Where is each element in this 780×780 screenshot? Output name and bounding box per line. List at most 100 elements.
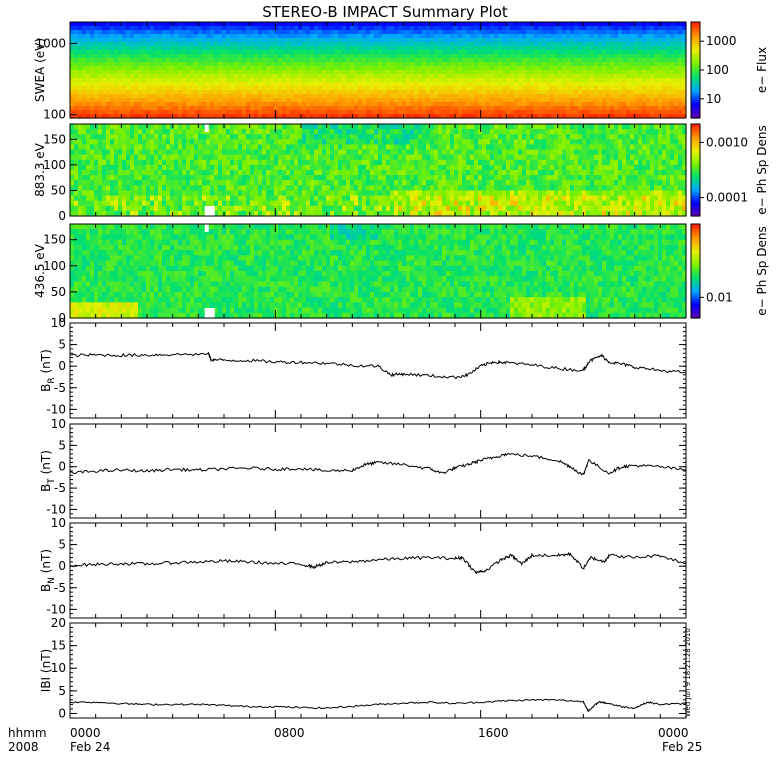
spectrogram-cell bbox=[354, 50, 359, 55]
spectrogram-cell bbox=[294, 180, 299, 186]
spectrogram-cell bbox=[570, 102, 575, 107]
spectrogram-cell bbox=[442, 38, 447, 43]
spectrogram-cell bbox=[238, 66, 243, 71]
spectrogram-cell bbox=[366, 58, 371, 63]
spectrogram-cell bbox=[306, 110, 311, 115]
spectrogram-cell bbox=[502, 50, 507, 55]
spectrogram-cell bbox=[422, 38, 427, 43]
colorbar-label: e− Flux bbox=[755, 47, 769, 93]
spectrogram-cell bbox=[174, 78, 179, 83]
spectrogram-cell bbox=[522, 102, 527, 107]
spectrogram-cell bbox=[346, 114, 351, 119]
spectrogram-cell bbox=[586, 74, 591, 79]
spectrogram-cell bbox=[138, 110, 143, 115]
spectrogram-cell bbox=[370, 114, 375, 119]
spectrogram-cell bbox=[138, 66, 143, 71]
spectrogram-cell bbox=[478, 82, 483, 87]
spectrogram-cell bbox=[114, 205, 119, 212]
spectrogram-cell bbox=[554, 86, 559, 91]
spectrogram-cell bbox=[310, 90, 315, 95]
spectrogram-cell bbox=[486, 106, 491, 111]
spectrogram-cell bbox=[278, 175, 283, 181]
spectrogram-cell bbox=[150, 54, 155, 59]
spectrogram-cell bbox=[122, 124, 127, 130]
spectrogram-cell bbox=[202, 38, 207, 43]
spectrogram-cell bbox=[174, 190, 179, 197]
spectrogram-cell bbox=[418, 62, 423, 67]
spectrogram-cell bbox=[494, 58, 499, 63]
spectrogram-cell bbox=[626, 54, 631, 59]
spectrogram-cell bbox=[386, 78, 391, 83]
spectrogram-cell bbox=[286, 190, 291, 197]
spectrogram-cell bbox=[394, 38, 399, 43]
spectrogram-cell bbox=[158, 129, 163, 135]
spectrogram-cell bbox=[158, 82, 163, 87]
spectrogram-cell bbox=[246, 106, 251, 111]
spectrogram-cell bbox=[558, 74, 563, 79]
spectrogram-cell bbox=[106, 42, 111, 47]
spectrogram-cell bbox=[82, 90, 87, 95]
spectrogram-cell bbox=[258, 190, 263, 197]
spectrogram-cell bbox=[294, 200, 299, 207]
spectrogram-cell bbox=[74, 58, 79, 63]
spectrogram-cell bbox=[678, 22, 683, 27]
spectrogram-cell bbox=[566, 66, 571, 71]
spectrogram-cell bbox=[310, 102, 315, 107]
colorbar-segment bbox=[691, 84, 700, 88]
spectrogram-cell bbox=[198, 42, 203, 47]
spectrogram-cell bbox=[306, 102, 311, 107]
spectrogram-cell bbox=[370, 62, 375, 67]
spectrogram-cell bbox=[338, 42, 343, 47]
spectrogram-cell bbox=[134, 110, 139, 115]
spectrogram-cell bbox=[658, 34, 663, 39]
spectrogram-cell bbox=[194, 114, 199, 119]
spectrogram-cell bbox=[158, 102, 163, 107]
spectrogram-cell bbox=[578, 94, 583, 99]
spectrogram-cell bbox=[586, 66, 591, 71]
spectrogram-cell bbox=[130, 34, 135, 39]
spectrogram-cell bbox=[442, 86, 447, 91]
spectrogram-cell bbox=[614, 46, 619, 51]
spectrogram-cell bbox=[602, 34, 607, 39]
spectrogram-cell bbox=[166, 34, 171, 39]
spectrogram-cell bbox=[118, 98, 123, 103]
spectrogram-cell bbox=[582, 82, 587, 87]
spectrogram-cell bbox=[118, 82, 123, 87]
spectrogram-cell bbox=[210, 170, 215, 176]
spectrogram-cell bbox=[578, 70, 583, 75]
spectrogram-cell bbox=[226, 134, 231, 140]
spectrogram-cell bbox=[262, 149, 267, 156]
spectrogram-cell bbox=[458, 70, 463, 75]
spectrogram-cell bbox=[242, 26, 247, 31]
spectrogram-cell bbox=[502, 78, 507, 83]
spectrogram-cell bbox=[318, 154, 323, 161]
spectrogram-cell bbox=[150, 190, 155, 197]
spectrogram-cell bbox=[446, 98, 451, 103]
spectrogram-cell bbox=[302, 185, 307, 192]
spectrogram-cell bbox=[250, 74, 255, 79]
spectrogram-cell bbox=[382, 90, 387, 95]
spectrogram-cell bbox=[614, 26, 619, 31]
spectrogram-cell bbox=[658, 42, 663, 47]
spectrogram-cell bbox=[334, 102, 339, 107]
spectrogram-cell bbox=[474, 82, 479, 87]
spectrogram-cell bbox=[494, 50, 499, 55]
spectrogram-cell bbox=[190, 58, 195, 63]
spectrogram-cell bbox=[546, 58, 551, 63]
spectrogram-cell bbox=[486, 114, 491, 119]
spectrogram-cell bbox=[486, 22, 491, 27]
spectrogram-cell bbox=[398, 42, 403, 47]
spectrogram-cell bbox=[586, 54, 591, 59]
spectrogram-cell bbox=[310, 38, 315, 43]
spectrogram-cell bbox=[234, 164, 239, 171]
spectrogram-cell bbox=[266, 54, 271, 59]
spectrogram-cell bbox=[510, 58, 515, 63]
spectrogram-cell bbox=[474, 86, 479, 91]
spectrogram-cell bbox=[510, 86, 515, 91]
spectrogram-cell bbox=[566, 74, 571, 79]
spectrogram-cell bbox=[174, 30, 179, 35]
spectrogram-cell bbox=[450, 50, 455, 55]
spectrogram-cell bbox=[126, 22, 131, 27]
spectrogram-cell bbox=[386, 42, 391, 47]
spectrogram-cell bbox=[150, 149, 155, 156]
